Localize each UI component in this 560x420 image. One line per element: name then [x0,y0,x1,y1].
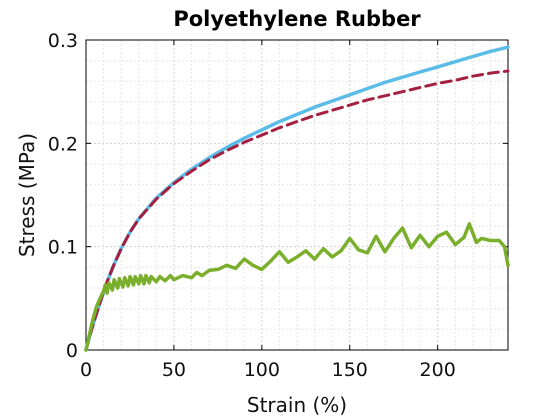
x-tick-label: 0 [80,359,92,381]
y-tick-label: 0 [66,340,78,362]
y-tick-label: 0.1 [48,237,78,259]
plot-area-frame [85,39,509,351]
x-axis-label: Strain (%) [247,393,347,417]
axis-ticks: 0 50 100 150 200 0 0.1 0.2 0.3 [48,30,508,381]
series-line-3 [84,222,510,352]
x-tick-label: 150 [332,359,368,381]
y-tick-label: 0.3 [48,30,78,52]
grid [86,40,508,350]
chart-title: Polyethylene Rubber [173,7,421,31]
y-tick-label: 0.2 [48,133,78,155]
series-line-2 [84,69,510,352]
y-axis-label: Stress (MPa) [15,133,39,257]
x-tick-label: 50 [162,359,186,381]
x-tick-label: 100 [244,359,280,381]
x-tick-label: 200 [420,359,456,381]
series-group [84,45,510,352]
